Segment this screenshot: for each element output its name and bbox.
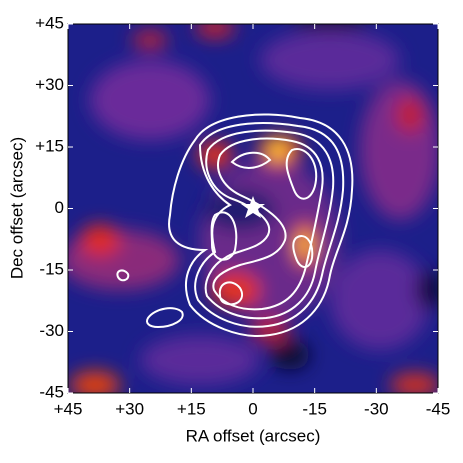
x-axis-label: RA offset (arcsec) bbox=[186, 426, 321, 445]
star-marker bbox=[241, 196, 265, 218]
x-tick-label: 0 bbox=[248, 399, 257, 418]
y-tick-label: -45 bbox=[39, 382, 64, 401]
y-tick-label: -15 bbox=[39, 259, 64, 278]
x-tick-label: -45 bbox=[426, 399, 451, 418]
y-tick-label: -30 bbox=[39, 321, 64, 340]
y-tick-label: +45 bbox=[35, 13, 64, 32]
x-tick-label: +45 bbox=[54, 399, 83, 418]
x-tick-label: -30 bbox=[364, 399, 389, 418]
y-tick-label: +30 bbox=[35, 75, 64, 94]
x-tick-label: +15 bbox=[177, 399, 206, 418]
y-axis-label: Dec offset (arcsec) bbox=[7, 137, 26, 279]
x-tick-label: -15 bbox=[302, 399, 327, 418]
y-tick-label: 0 bbox=[55, 198, 64, 217]
x-tick-label: +30 bbox=[115, 399, 144, 418]
y-tick-label: +15 bbox=[35, 136, 64, 155]
contours bbox=[116, 113, 354, 337]
